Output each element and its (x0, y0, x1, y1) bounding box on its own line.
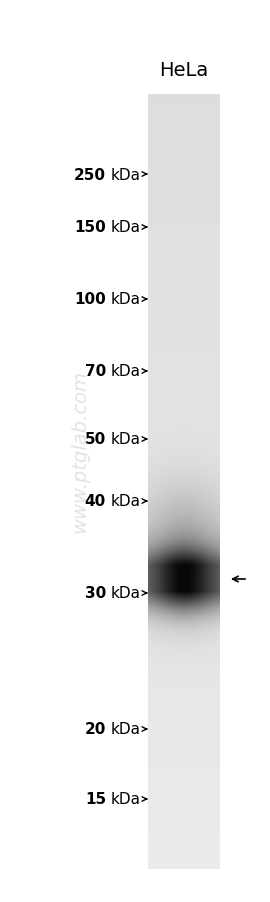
Text: kDa: kDa (111, 220, 141, 235)
Text: kDa: kDa (111, 586, 141, 601)
Text: kDa: kDa (111, 292, 141, 308)
Text: 20: 20 (85, 722, 106, 737)
Text: 15: 15 (85, 792, 106, 806)
Text: kDa: kDa (111, 494, 141, 509)
Text: 30: 30 (85, 586, 106, 601)
Text: HeLa: HeLa (159, 61, 209, 80)
Text: kDa: kDa (111, 364, 141, 379)
Text: kDa: kDa (111, 722, 141, 737)
Text: 40: 40 (85, 494, 106, 509)
Text: 250: 250 (74, 167, 106, 182)
Text: www.ptglab.com: www.ptglab.com (70, 370, 89, 532)
Text: 70: 70 (85, 364, 106, 379)
Text: kDa: kDa (111, 432, 141, 447)
Text: kDa: kDa (111, 167, 141, 182)
Text: 100: 100 (74, 292, 106, 308)
Text: 50: 50 (85, 432, 106, 447)
Text: 150: 150 (74, 220, 106, 235)
Text: kDa: kDa (111, 792, 141, 806)
